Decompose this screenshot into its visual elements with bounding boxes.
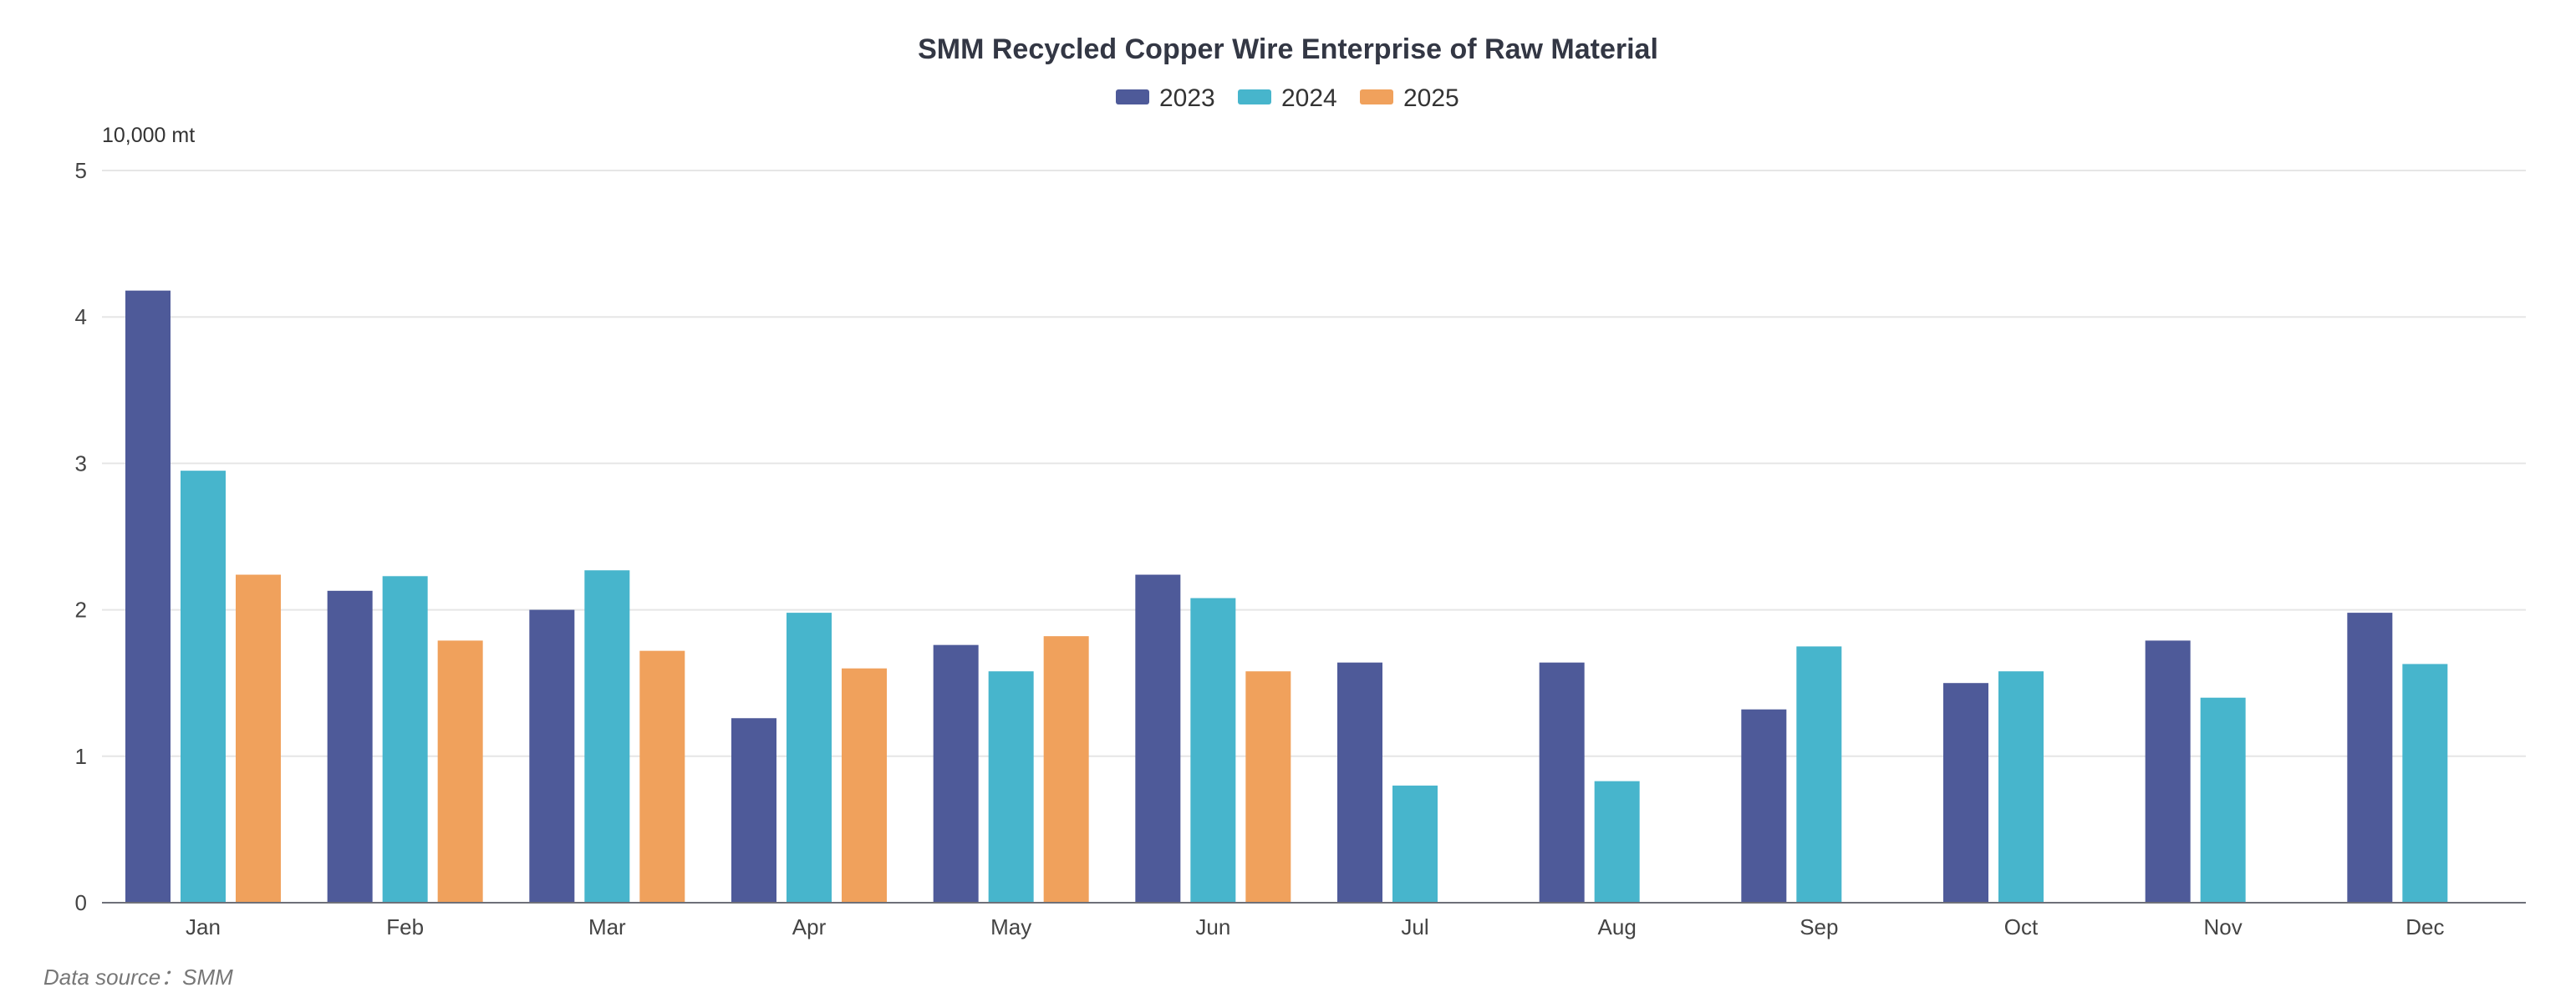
y-tick-label: 2 xyxy=(75,598,87,623)
y-tick-label: 0 xyxy=(75,890,87,915)
y-tick-label: 5 xyxy=(75,158,87,183)
y-axis-unit: 10,000 mt xyxy=(102,124,195,147)
bar-2025-jan xyxy=(236,574,281,903)
x-tick-label: May xyxy=(990,914,1031,939)
legend-label: 2023 xyxy=(1159,84,1215,112)
x-tick-label: Oct xyxy=(2004,914,2039,939)
x-tick-label: Jul xyxy=(1401,914,1428,939)
bar-2024-dec xyxy=(2402,664,2448,903)
bar-2025-may xyxy=(1043,636,1089,903)
bar-2023-dec xyxy=(2347,613,2393,903)
y-axis-ticks: 0 1 2 3 4 5 xyxy=(75,158,87,915)
bar-2023-feb xyxy=(327,590,373,903)
bar-2023-sep xyxy=(1741,709,1787,903)
bar-2023-oct xyxy=(1943,683,1988,903)
legend-item-2025[interactable]: 2025 xyxy=(1360,84,1459,112)
bar-2025-apr xyxy=(842,668,887,903)
bar-2024-nov xyxy=(2200,697,2246,903)
y-tick-label: 4 xyxy=(75,304,87,329)
data-source-note: Data source：SMM xyxy=(43,965,233,990)
grid-lines xyxy=(102,170,2526,757)
bar-2023-nov xyxy=(2145,640,2191,903)
y-tick-label: 3 xyxy=(75,451,87,476)
bar-2024-apr xyxy=(787,613,832,903)
bar-2023-may xyxy=(933,644,979,903)
y-tick-label: 1 xyxy=(75,744,87,769)
chart-title: SMM Recycled Copper Wire Enterprise of R… xyxy=(918,33,1658,65)
bar-2024-jun xyxy=(1190,598,1236,903)
bar-2024-aug xyxy=(1594,781,1640,903)
legend-swatch xyxy=(1360,89,1393,104)
legend-item-2024[interactable]: 2024 xyxy=(1238,84,1337,112)
bar-2025-feb xyxy=(437,640,483,903)
bar-2023-jan xyxy=(125,290,171,903)
bar-2025-mar xyxy=(639,650,685,903)
x-tick-label: Nov xyxy=(2204,914,2243,939)
chart-legend: 2023 2024 2025 xyxy=(1116,84,1459,112)
legend-label: 2025 xyxy=(1403,84,1459,112)
bar-2024-jul xyxy=(1392,785,1438,903)
x-tick-label: Apr xyxy=(792,914,827,939)
bar-2024-sep xyxy=(1796,646,1842,903)
legend-swatch xyxy=(1116,89,1149,104)
bar-2024-feb xyxy=(382,576,428,903)
bars xyxy=(125,290,2448,903)
bar-2024-oct xyxy=(1998,671,2044,903)
legend-item-2023[interactable]: 2023 xyxy=(1116,84,1215,112)
bar-2024-may xyxy=(988,671,1034,903)
legend-label: 2024 xyxy=(1281,84,1337,112)
x-tick-label: Aug xyxy=(1598,914,1637,939)
bar-2023-jun xyxy=(1135,574,1181,903)
bar-2024-jan xyxy=(181,471,226,903)
x-tick-label: Mar xyxy=(588,914,626,939)
bar-2024-mar xyxy=(584,570,630,903)
x-tick-label: Sep xyxy=(1800,914,1838,939)
bar-2023-aug xyxy=(1539,662,1585,903)
x-tick-label: Feb xyxy=(386,914,424,939)
x-tick-label: Jan xyxy=(186,914,221,939)
bar-2023-jul xyxy=(1337,662,1382,903)
bar-2025-jun xyxy=(1245,671,1291,903)
x-tick-label: Dec xyxy=(2405,914,2444,939)
x-tick-label: Jun xyxy=(1195,914,1230,939)
legend-swatch xyxy=(1238,89,1271,104)
x-axis-ticks: Jan Feb Mar Apr May Jun Jul Aug Sep Oct Nov Dec xyxy=(186,914,2444,939)
bar-2023-apr xyxy=(731,718,776,903)
bar-2023-mar xyxy=(529,609,575,903)
